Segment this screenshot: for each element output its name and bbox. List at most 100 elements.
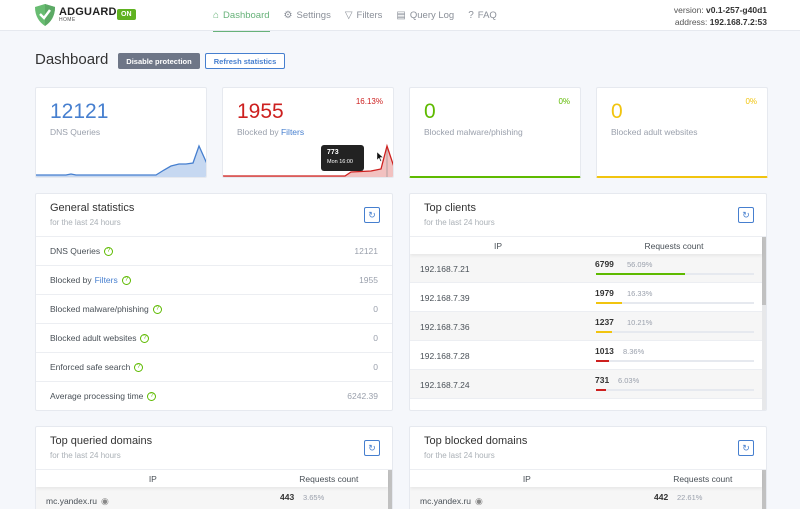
dns-queries-label: DNS Queries bbox=[50, 127, 101, 137]
column-header-ip[interactable]: IP bbox=[493, 240, 503, 251]
eye-icon[interactable]: ◉ bbox=[475, 496, 483, 506]
blocked-filters-card: 1955 16.13% Blocked by Filters bbox=[222, 87, 394, 178]
protection-status-badge: ON bbox=[117, 9, 136, 20]
table-row: mc.yandex.ru ◉ 442 22.61% bbox=[410, 487, 762, 509]
dns-queries-value: 12121 bbox=[50, 100, 109, 123]
blocked-filters-label: Blocked by Filters bbox=[237, 127, 305, 137]
stat-row-avg-time: Average processing time? 6242.39 bbox=[36, 381, 392, 410]
top-header: ADGUARD HOME ON ⌂ Dashboard ⚙ Settings ▽… bbox=[0, 0, 800, 32]
table-row: 192.168.7.28 1013 8.36% bbox=[410, 341, 762, 370]
table-row: 192.168.7.21 6799 56.09% bbox=[410, 254, 762, 283]
help-icon[interactable]: ? bbox=[104, 246, 114, 256]
main-nav: ⌂ Dashboard ⚙ Settings ▽ Filters ▤ Query… bbox=[213, 0, 511, 32]
help-icon[interactable]: ? bbox=[140, 333, 150, 343]
disable-protection-button[interactable]: Disable protection bbox=[118, 53, 200, 69]
gear-icon: ⚙ bbox=[283, 10, 293, 21]
divider bbox=[410, 236, 766, 237]
page-title: Dashboard bbox=[35, 51, 109, 68]
column-header-ip[interactable]: IP bbox=[522, 473, 531, 484]
refresh-icon: ↻ bbox=[368, 442, 376, 453]
top-clients-panel: Top clients for the last 24 hours ↻ IP R… bbox=[409, 193, 767, 411]
blocked-malware-card: 0 0% Blocked malware/phishing bbox=[409, 87, 581, 178]
help-icon[interactable]: ? bbox=[147, 391, 157, 401]
table-row: mc.yandex.ru ◉ 443 3.65% bbox=[36, 487, 388, 509]
scrollbar-thumb[interactable] bbox=[762, 470, 766, 509]
mouse-cursor-icon bbox=[377, 152, 383, 162]
dns-queries-card: 12121 DNS Queries bbox=[35, 87, 207, 178]
panel-title: Top blocked domains bbox=[424, 435, 528, 447]
help-icon[interactable]: ? bbox=[152, 304, 162, 314]
table-header: IP Requests count bbox=[36, 470, 388, 487]
nav-settings[interactable]: ⚙ Settings bbox=[283, 10, 331, 21]
blocked-filters-sparkline bbox=[223, 143, 393, 177]
adguard-logo[interactable]: ADGUARD HOME bbox=[35, 4, 117, 26]
blocked-adult-percent: 0% bbox=[745, 97, 757, 106]
stat-row-dns-queries: DNS Queries? 12121 bbox=[36, 236, 392, 265]
blocked-filters-percent: 16.13% bbox=[355, 97, 383, 106]
refresh-button[interactable]: ↻ bbox=[738, 440, 754, 456]
column-header-count[interactable]: Requests count bbox=[299, 473, 359, 484]
refresh-statistics-button[interactable]: Refresh statistics bbox=[205, 53, 285, 69]
help-icon[interactable]: ? bbox=[121, 275, 131, 285]
version-info: version: v0.1-257-g40d1 address: 192.168… bbox=[673, 5, 767, 27]
domain-name: mc.yandex.ru bbox=[420, 496, 472, 506]
shield-check-icon bbox=[35, 4, 55, 26]
scrollbar-thumb[interactable] bbox=[762, 237, 766, 305]
scrollbar-thumb[interactable] bbox=[388, 470, 392, 509]
blocked-filters-value: 1955 bbox=[237, 100, 284, 123]
panel-subtitle: for the last 24 hours bbox=[50, 218, 121, 227]
nav-filters[interactable]: ▽ Filters bbox=[344, 10, 383, 21]
nav-query-log[interactable]: ▤ Query Log bbox=[396, 10, 455, 21]
help-icon[interactable]: ? bbox=[134, 362, 144, 372]
eye-icon[interactable]: ◉ bbox=[101, 496, 109, 506]
home-icon: ⌂ bbox=[213, 10, 220, 21]
refresh-icon: ↻ bbox=[742, 442, 750, 453]
stat-row-adult: Blocked adult websites? 0 bbox=[36, 323, 392, 352]
scrollbar[interactable] bbox=[762, 470, 766, 509]
panel-title: Top clients bbox=[424, 202, 476, 214]
panel-subtitle: for the last 24 hours bbox=[424, 218, 495, 227]
domain-name: mc.yandex.ru bbox=[46, 496, 98, 506]
scrollbar[interactable] bbox=[762, 237, 766, 410]
filters-link[interactable]: Filters bbox=[94, 275, 118, 285]
table-row: 192.168.7.39 1979 16.33% bbox=[410, 283, 762, 312]
nav-faq[interactable]: ? FAQ bbox=[468, 10, 497, 21]
blocked-adult-value: 0 bbox=[611, 100, 623, 123]
column-header-count[interactable]: Requests count bbox=[673, 473, 733, 484]
refresh-icon: ↻ bbox=[368, 209, 376, 220]
divider bbox=[410, 469, 766, 470]
table-row: 192.168.7.24 731 6.03% bbox=[410, 370, 762, 399]
refresh-button[interactable]: ↻ bbox=[364, 440, 380, 456]
blocked-adult-label: Blocked adult websites bbox=[611, 127, 698, 137]
scrollbar[interactable] bbox=[388, 470, 392, 509]
filters-link[interactable]: Filters bbox=[280, 127, 305, 137]
table-row: 192.168.7.36 1237 10.21% bbox=[410, 312, 762, 341]
refresh-button[interactable]: ↻ bbox=[364, 207, 380, 223]
progress-bar bbox=[596, 273, 754, 275]
progress-bar bbox=[596, 331, 754, 333]
blocked-adult-card: 0 0% Blocked adult websites bbox=[596, 87, 768, 178]
brand-name: ADGUARD bbox=[59, 6, 117, 18]
filter-icon: ▽ bbox=[344, 10, 353, 21]
dns-queries-sparkline bbox=[36, 144, 206, 177]
progress-bar bbox=[596, 360, 754, 362]
progress-bar bbox=[596, 302, 754, 304]
general-statistics-panel: General statistics for the last 24 hours… bbox=[35, 193, 393, 411]
blocked-malware-value: 0 bbox=[424, 100, 436, 123]
top-blocked-domains-panel: Top blocked domains for the last 24 hour… bbox=[409, 426, 767, 509]
stat-row-safe-search: Enforced safe search? 0 bbox=[36, 352, 392, 381]
blocked-malware-label: Blocked malware/phishing bbox=[424, 127, 523, 137]
nav-dashboard[interactable]: ⌂ Dashboard bbox=[213, 0, 270, 32]
chart-tooltip: 773 Mon 16:00 bbox=[321, 145, 364, 171]
divider bbox=[36, 469, 392, 470]
stat-row-malware: Blocked malware/phishing? 0 bbox=[36, 294, 392, 323]
column-header-ip[interactable]: IP bbox=[148, 473, 157, 484]
table-header: IP Requests count bbox=[410, 470, 762, 487]
top-queried-domains-panel: Top queried domains for the last 24 hour… bbox=[35, 426, 393, 509]
refresh-button[interactable]: ↻ bbox=[738, 207, 754, 223]
stat-row-blocked-filters: Blocked by Filters? 1955 bbox=[36, 265, 392, 294]
column-header-count[interactable]: Requests count bbox=[644, 240, 704, 251]
brand-sub: HOME bbox=[59, 17, 76, 23]
document-icon: ▤ bbox=[396, 10, 406, 21]
version-value: v0.1-257-g40d1 bbox=[706, 5, 767, 15]
